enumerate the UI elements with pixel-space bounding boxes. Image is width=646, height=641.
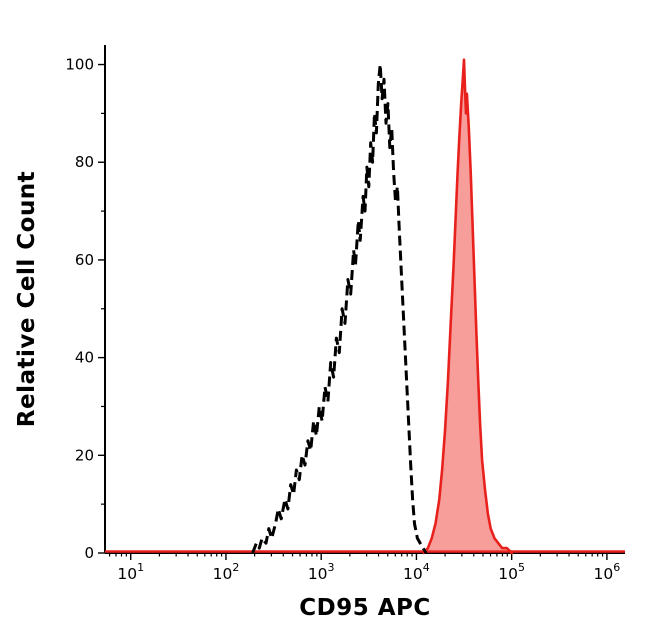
y-tick-label: 0 <box>84 544 94 562</box>
x-tick-label: 103 <box>308 561 335 583</box>
red-histogram-outline <box>422 58 514 555</box>
x-tick-label: 101 <box>117 561 144 583</box>
y-tick-label: 80 <box>75 153 94 171</box>
x-tick-label: 105 <box>498 561 525 583</box>
y-tick-label: 100 <box>65 56 94 74</box>
x-axis-major-ticks: 101 102 103 104 105 106 <box>117 553 620 583</box>
y-tick-label: 20 <box>75 446 94 464</box>
y-tick-label: 40 <box>75 349 94 367</box>
black-dashed-histogram-outline <box>251 63 428 554</box>
x-tick-label: 102 <box>213 561 240 583</box>
y-axis-major-ticks: 0 20 40 60 80 100 <box>65 56 105 562</box>
y-axis-title: Relative Cell Count <box>14 170 40 428</box>
x-tick-label: 104 <box>403 561 430 583</box>
y-tick-label: 60 <box>75 251 94 269</box>
x-tick-label: 106 <box>594 561 621 583</box>
x-axis-title: CD95 APC <box>299 595 431 621</box>
